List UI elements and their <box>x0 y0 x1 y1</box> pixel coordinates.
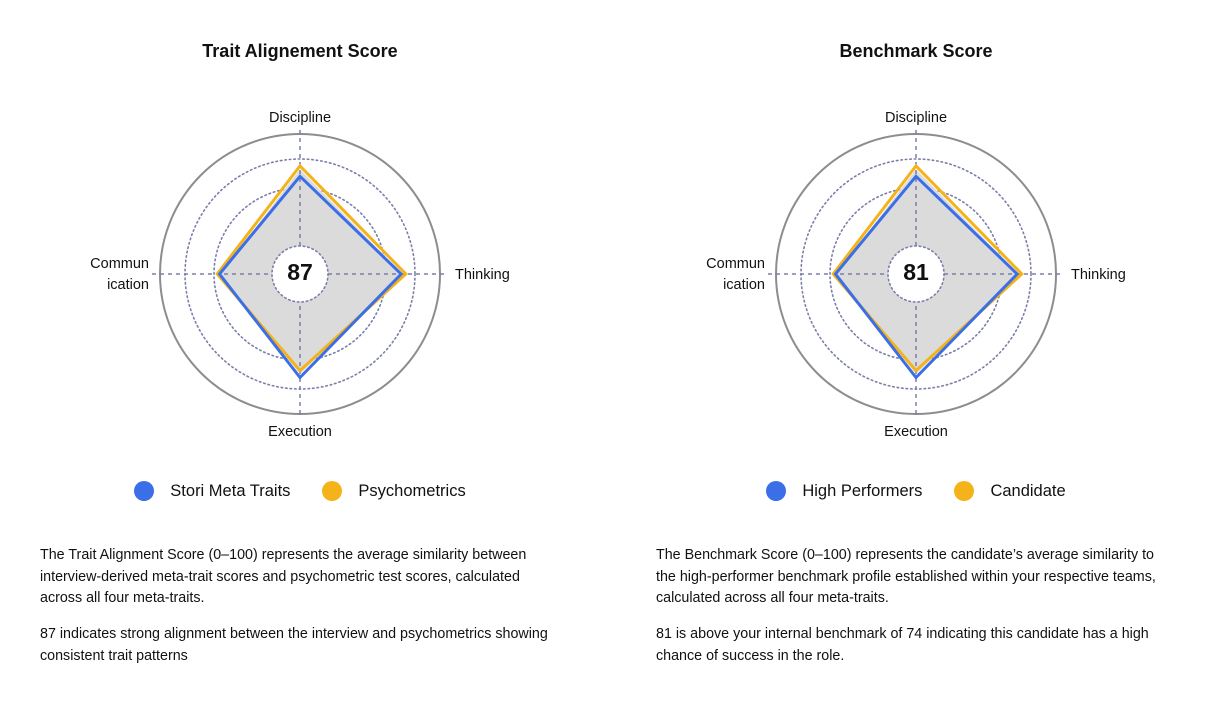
series-line-blue <box>833 174 1020 380</box>
benchmark-panel: Benchmark Score Discipline Thinking Exec… <box>636 0 1196 707</box>
interpretation-paragraph: 87 indicates strong alignment between th… <box>40 626 548 664</box>
legend-item-psychometrics: Psychometrics <box>322 481 466 501</box>
legend-item-stori-meta-traits: Stori Meta Traits <box>134 481 290 501</box>
legend-label: Psychometrics <box>358 481 466 500</box>
trait-alignment-panel: Trait Alignement Score Discipline Thinki… <box>20 0 580 707</box>
axis-label-communication-line2: ication <box>107 277 149 293</box>
legend: High Performers Candidate <box>636 481 1196 501</box>
axis-label-discipline: Discipline <box>269 110 331 126</box>
legend-swatch-blue <box>134 481 155 501</box>
center-score: 81 <box>903 259 929 285</box>
legend-swatch-yellow <box>954 481 975 501</box>
radar-chart: Discipline Thinking Execution Commun ica… <box>90 110 510 440</box>
legend: Stori Meta Traits Psychometrics <box>20 481 580 501</box>
legend-swatch-yellow <box>322 481 343 501</box>
axis-label-communication-line1: Commun <box>706 256 765 272</box>
center-circle <box>887 245 945 303</box>
interpretation-paragraph: 81 is above your internal benchmark of 7… <box>656 626 1149 664</box>
axis-label-execution: Execution <box>884 424 948 440</box>
axis-label-thinking: Thinking <box>1071 267 1126 283</box>
description-paragraph: The Trait Alignment Score (0–100) repres… <box>40 547 527 606</box>
axis-label-discipline: Discipline <box>885 110 947 126</box>
chart-title: Trait Alignement Score <box>202 41 398 61</box>
series-line-blue <box>217 174 404 380</box>
series-line-yellow <box>831 163 1024 373</box>
axis-label-thinking: Thinking <box>455 267 510 283</box>
axis-label-communication-line1: Commun <box>90 256 149 272</box>
legend-item-candidate: Candidate <box>954 481 1066 501</box>
axis-label-execution: Execution <box>268 424 332 440</box>
description-paragraph: The Benchmark Score (0–100) represents t… <box>656 547 1156 606</box>
center-circle <box>271 245 329 303</box>
radar-chart: Discipline Thinking Execution Commun ica… <box>706 110 1126 440</box>
series-line-yellow <box>215 163 408 373</box>
chart-title: Benchmark Score <box>839 41 993 61</box>
legend-item-high-performers: High Performers <box>766 481 922 501</box>
center-score: 87 <box>287 259 313 285</box>
axis-label-communication-line2: ication <box>723 277 765 293</box>
legend-label: Stori Meta Traits <box>170 481 291 500</box>
legend-swatch-blue <box>766 481 787 501</box>
legend-label: Candidate <box>990 481 1066 500</box>
legend-label: High Performers <box>802 481 923 500</box>
